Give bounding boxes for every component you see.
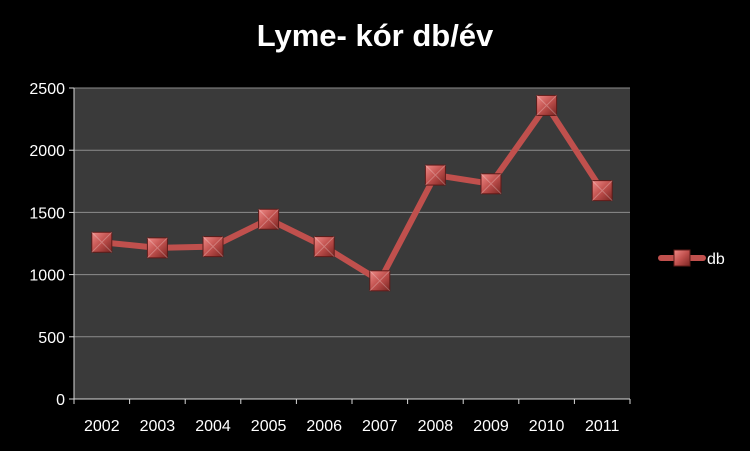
data-point	[202, 236, 224, 258]
y-tick-label: 1000	[29, 268, 65, 285]
data-point	[258, 208, 280, 230]
y-tick-label: 1500	[29, 205, 65, 222]
data-point	[369, 270, 391, 292]
x-tick-label: 2010	[529, 418, 565, 435]
y-tick-label: 2000	[29, 143, 65, 160]
data-point	[91, 231, 113, 253]
chart-title: Lyme- kór db/év	[256, 18, 494, 53]
x-tick-label: 2005	[251, 418, 287, 435]
y-tick-label: 2500	[29, 81, 65, 98]
x-tick-label: 2009	[473, 418, 509, 435]
data-point	[480, 173, 502, 195]
y-tick-label: 0	[56, 392, 65, 409]
x-tick-label: 2004	[195, 418, 231, 435]
y-tick-label: 500	[38, 330, 65, 347]
x-tick-label: 2006	[306, 418, 342, 435]
data-point	[146, 237, 168, 259]
data-point	[536, 94, 558, 116]
x-tick-label: 2003	[140, 418, 176, 435]
data-point	[591, 180, 613, 202]
x-tick-label: 2011	[585, 418, 620, 435]
x-tick-label: 2008	[418, 418, 454, 435]
data-point	[424, 164, 446, 186]
x-tick-label: 2002	[84, 418, 120, 435]
legend-marker-swatch	[673, 249, 691, 267]
series-line	[98, 102, 606, 284]
x-tick-label: 2007	[362, 418, 398, 435]
data-point	[313, 236, 335, 258]
legend-label: db	[707, 251, 725, 268]
